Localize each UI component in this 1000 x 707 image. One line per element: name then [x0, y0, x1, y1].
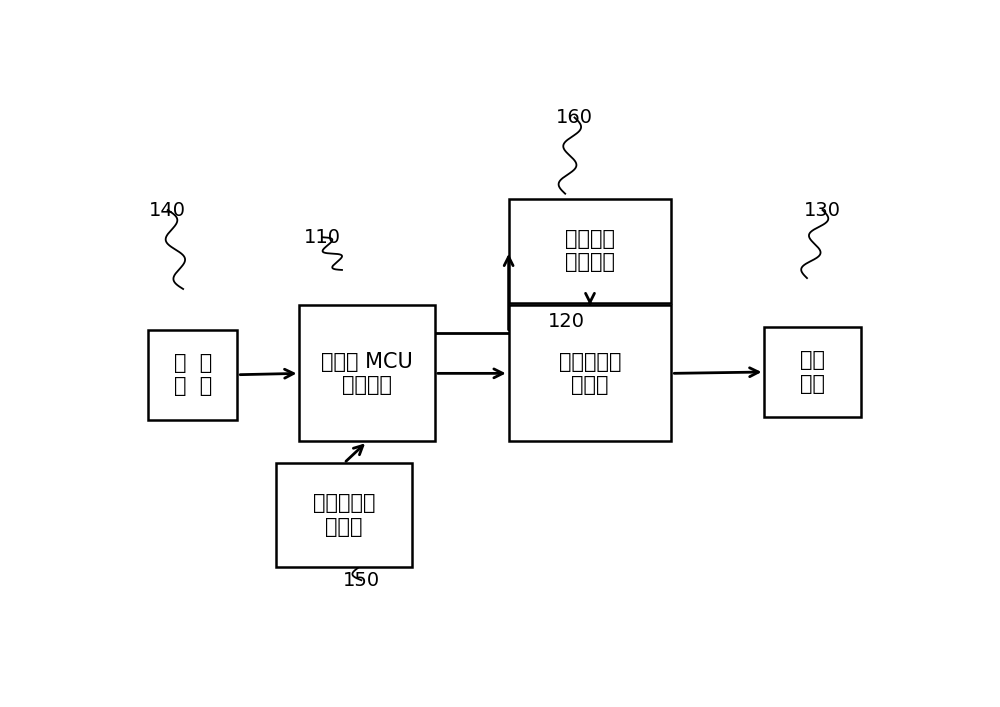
Text: 人机交互操
作界面: 人机交互操 作界面: [313, 493, 375, 537]
Text: 130: 130: [804, 201, 841, 220]
Bar: [148, 329, 237, 420]
Text: 150: 150: [343, 571, 380, 590]
Text: 机头主 MCU
控制芯片: 机头主 MCU 控制芯片: [321, 352, 413, 395]
Text: 电流调节
控制电路: 电流调节 控制电路: [565, 229, 615, 272]
Text: 度目
电机: 度目 电机: [800, 351, 825, 394]
Bar: [764, 327, 861, 417]
Text: 度目电机驱
动芯片: 度目电机驱 动芯片: [559, 352, 621, 395]
Bar: [299, 305, 435, 441]
Text: 110: 110: [304, 228, 341, 247]
Bar: [276, 463, 412, 566]
Text: 140: 140: [149, 201, 186, 220]
Text: 120: 120: [548, 312, 585, 331]
Bar: [509, 305, 671, 441]
Text: 160: 160: [556, 108, 593, 127]
Text: 控  制
主  板: 控 制 主 板: [174, 353, 212, 397]
Bar: [509, 199, 671, 303]
